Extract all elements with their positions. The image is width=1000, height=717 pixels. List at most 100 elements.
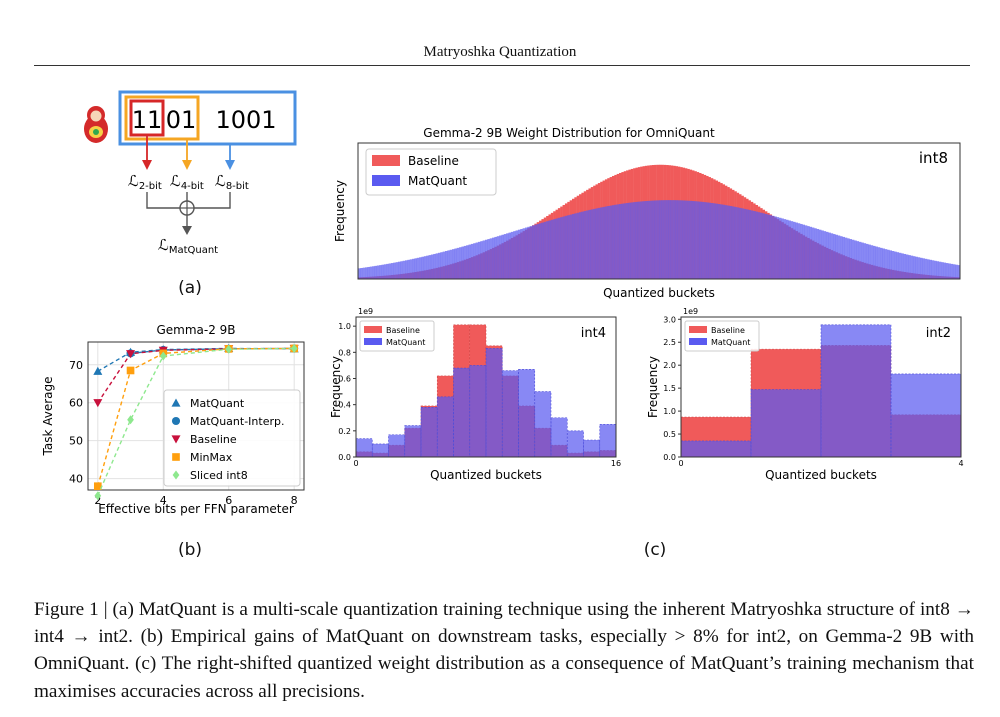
- bar-matquant: [536, 223, 540, 279]
- bar-matquant: [532, 225, 535, 279]
- chart-legend: Baseline MatQuant: [359, 320, 435, 352]
- bar-matquant: [562, 216, 566, 279]
- legend-swatch: [689, 326, 707, 333]
- bar-matquant: [435, 253, 439, 279]
- bar-matquant: [689, 200, 693, 279]
- bar-matquant: [386, 263, 389, 279]
- legend-label: Baseline: [408, 154, 459, 168]
- bar-matquant: [381, 264, 385, 279]
- loss-matquant: ℒMatQuant: [158, 236, 218, 256]
- legend-swatch: [364, 326, 382, 333]
- bar-matquant: [785, 219, 789, 279]
- bar-matquant: [814, 228, 817, 279]
- bar-matquant: [426, 255, 429, 279]
- bar-matquant: [891, 251, 895, 279]
- bar-matquant: [945, 263, 949, 279]
- bar-matquant: [362, 267, 366, 279]
- bar-matquant: [797, 223, 801, 279]
- bar-matquant: [611, 205, 615, 279]
- bits-8: 1001: [215, 106, 276, 134]
- bar-matquant: [520, 228, 523, 279]
- bar-matquant: [609, 205, 613, 279]
- bar-matquant: [811, 227, 815, 279]
- bar-matquant: [771, 215, 775, 279]
- bar-matquant: [870, 245, 874, 279]
- bar-matquant: [469, 365, 487, 458]
- bar-matquant: [522, 228, 526, 279]
- bar-matquant: [560, 217, 563, 279]
- bar-matquant: [649, 200, 653, 279]
- bar-matquant: [550, 219, 554, 279]
- chart-title: Gemma-2 9B: [156, 323, 235, 337]
- bar-matquant: [576, 212, 580, 279]
- data-point: [93, 399, 103, 408]
- bits-2: 11: [132, 106, 163, 134]
- bar-matquant: [903, 253, 907, 279]
- bar-matquant: [680, 200, 683, 279]
- legend-label: MatQuant: [190, 397, 245, 410]
- bar-matquant: [388, 434, 406, 458]
- bar-matquant: [501, 234, 504, 279]
- bar-matquant: [868, 244, 871, 279]
- bar-matquant: [447, 250, 450, 279]
- plot-frame: [357, 142, 961, 280]
- bar-matquant: [515, 230, 519, 279]
- data-point: [94, 491, 102, 501]
- bar-matquant: [677, 200, 681, 279]
- bar-matquant: [529, 226, 533, 279]
- x-axis-label: Effective bits per FFN parameter: [98, 502, 294, 516]
- y-tick-label: 0.0: [338, 453, 351, 462]
- bar-matquant: [929, 259, 932, 279]
- y-tick-label: 1.0: [338, 322, 351, 331]
- series-matquant: [680, 324, 962, 458]
- data-point: [225, 344, 233, 354]
- legend-label: Baseline: [386, 326, 420, 335]
- bar-matquant: [379, 265, 382, 279]
- bar-matquant: [494, 236, 497, 279]
- bar-matquant: [840, 236, 843, 279]
- y-tick-label: 70: [69, 359, 83, 372]
- bar-matquant: [452, 249, 455, 279]
- legend-frame: [163, 389, 301, 487]
- bar-matquant: [955, 264, 958, 279]
- bar-matquant: [602, 206, 606, 279]
- bar-matquant: [882, 248, 885, 279]
- bar-matquant: [936, 261, 940, 279]
- bar-matquant: [416, 257, 420, 279]
- bar-matquant: [517, 229, 521, 279]
- bar-matquant: [802, 224, 805, 279]
- bar-matquant: [875, 246, 878, 279]
- bar-matquant: [880, 247, 883, 279]
- bar-matquant: [635, 201, 639, 279]
- bar-matquant: [746, 209, 749, 279]
- bar-matquant: [501, 370, 519, 458]
- loss-4bit: ℒ4-bit: [170, 172, 204, 192]
- bar-matquant: [755, 211, 758, 279]
- bar-matquant: [358, 268, 361, 279]
- bar-matquant: [574, 213, 577, 279]
- series-sliced-int8: [94, 343, 298, 501]
- bar-matquant: [844, 237, 848, 279]
- bar-matquant: [898, 252, 902, 279]
- chart-title: Gemma-2 9B Weight Distribution for OmniQ…: [423, 126, 715, 140]
- bar-matquant: [566, 430, 584, 458]
- bar-matquant: [680, 440, 752, 458]
- bar-matquant: [449, 249, 453, 279]
- bar-matquant: [421, 256, 425, 279]
- bar-matquant: [583, 439, 601, 458]
- bar-matquant: [527, 226, 530, 279]
- y-tick-label: 0.5: [663, 430, 676, 439]
- bar-matquant: [675, 200, 679, 279]
- data-point: [290, 343, 298, 353]
- bar-matquant: [640, 201, 643, 279]
- bar-matquant: [863, 243, 867, 279]
- bar-matquant: [748, 209, 751, 279]
- bar-matquant: [499, 235, 502, 279]
- bar-matquant: [508, 232, 512, 279]
- bar-matquant: [492, 237, 495, 279]
- bar-matquant: [776, 217, 780, 279]
- bar-matquant: [720, 204, 723, 279]
- y-tick-label: 1.0: [663, 407, 676, 416]
- bar-matquant: [816, 228, 820, 279]
- bar-matquant: [708, 202, 711, 279]
